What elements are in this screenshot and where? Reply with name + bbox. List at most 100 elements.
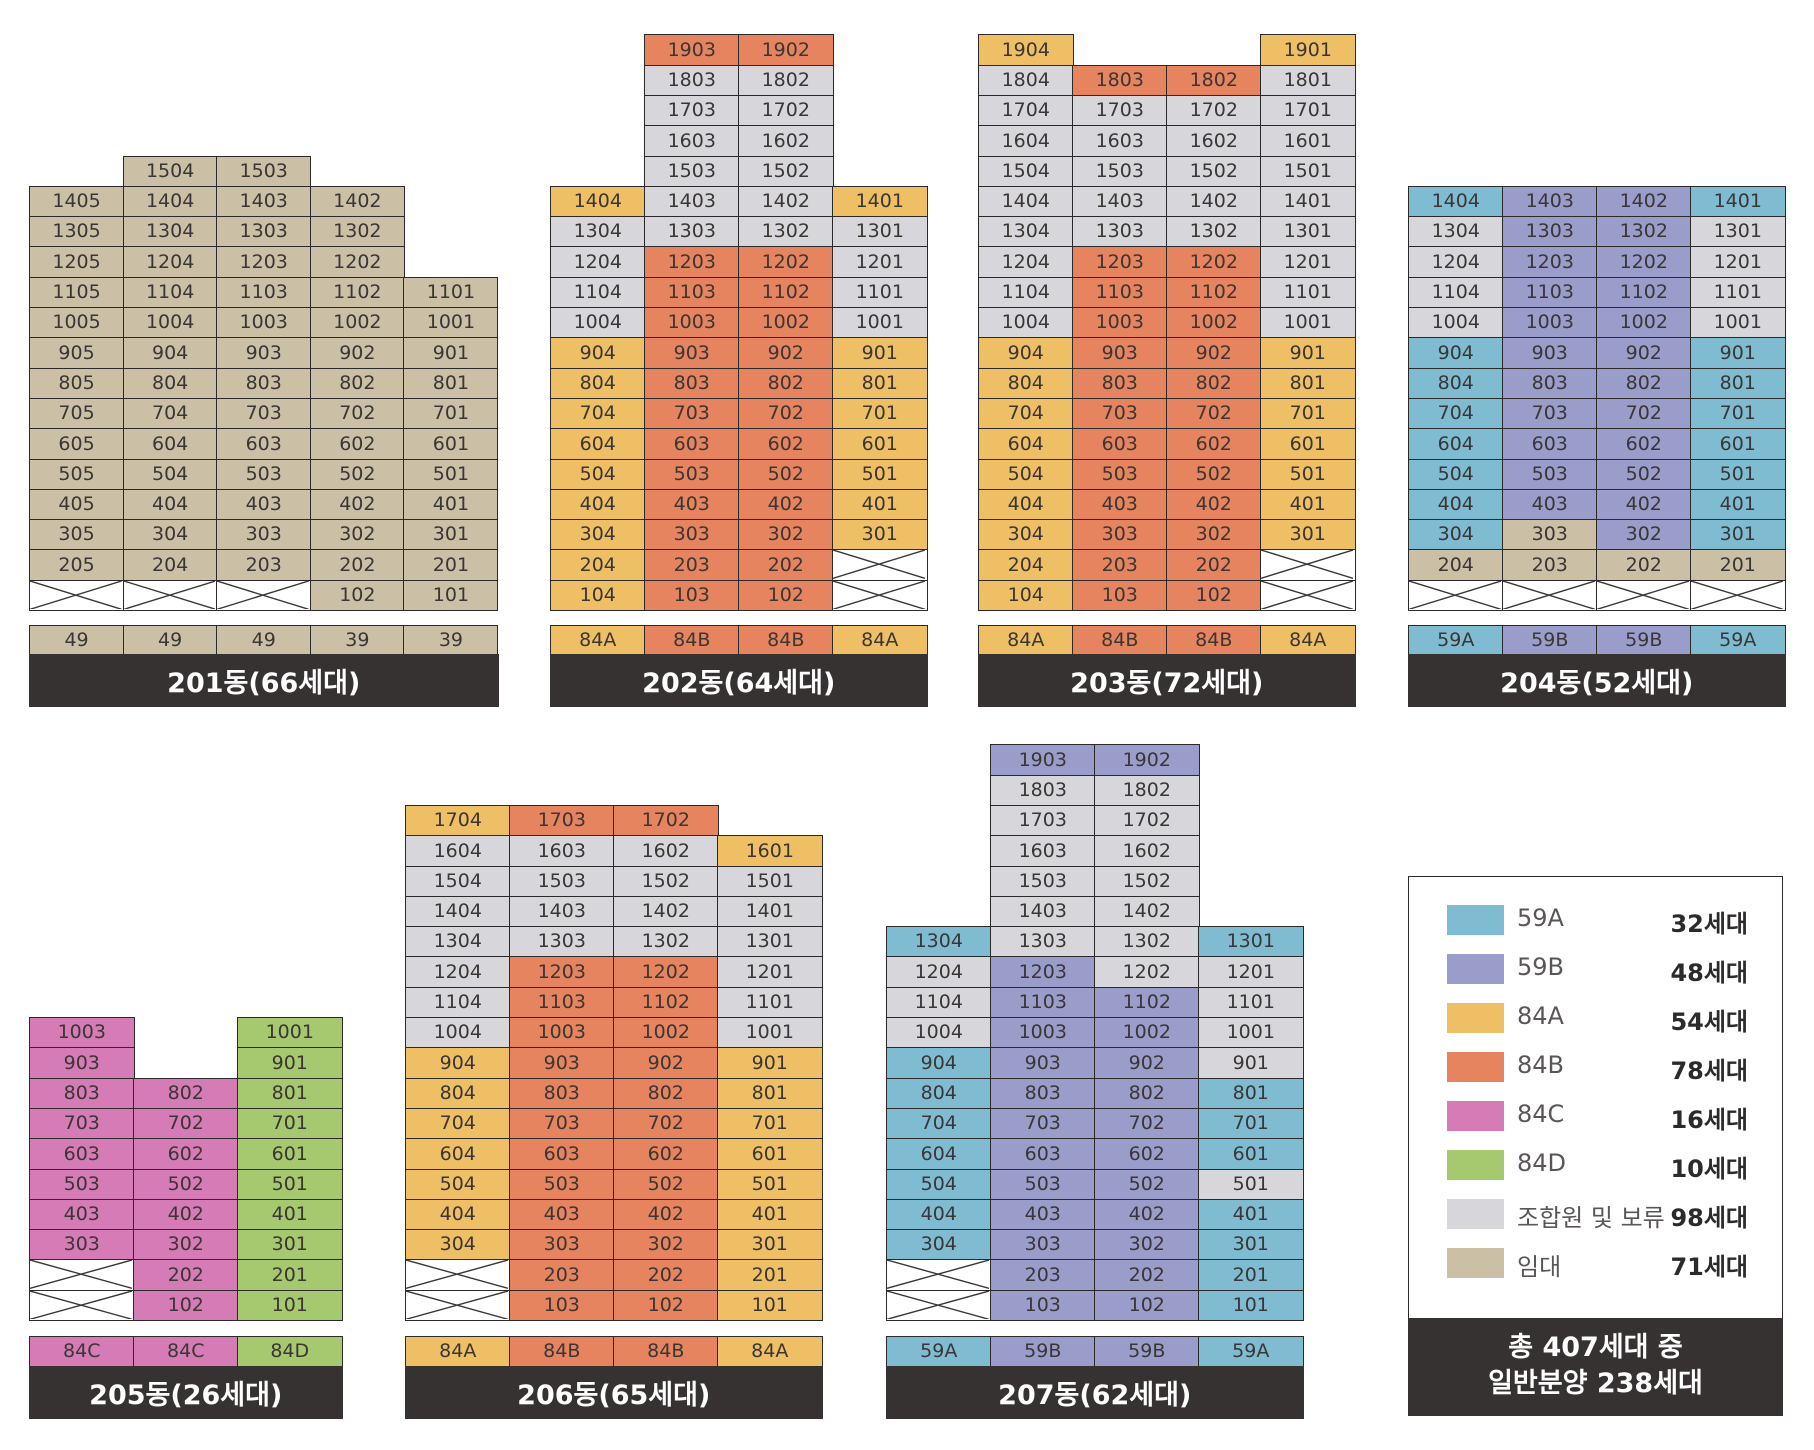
unit-cell: 1301 bbox=[717, 926, 823, 958]
unit-type-label: 84A bbox=[550, 625, 646, 656]
unit-cell: 1304 bbox=[886, 926, 992, 958]
unit-cell: 1502 bbox=[1166, 155, 1262, 188]
unit-cell: 203 bbox=[644, 549, 740, 582]
unit-type-label: 49 bbox=[29, 625, 125, 656]
unit-cell: 1102 bbox=[738, 276, 834, 309]
unit-cell: 1601 bbox=[717, 835, 823, 867]
unit-cell: 1105 bbox=[29, 276, 125, 309]
legend-label: 84B bbox=[1517, 1051, 1565, 1079]
unit-cell: 1701 bbox=[1260, 94, 1356, 127]
unit-cell: 903 bbox=[29, 1047, 135, 1080]
unit-cell: 503 bbox=[990, 1168, 1096, 1201]
unit-cell: 203 bbox=[990, 1259, 1096, 1292]
unit-cell: 1603 bbox=[509, 835, 615, 867]
unit-cell: 1201 bbox=[1260, 246, 1356, 279]
legend-label: 임대 bbox=[1517, 1253, 1562, 1281]
unit-cell: 902 bbox=[1094, 1047, 1200, 1080]
legend-item: 59A 32세대 bbox=[1409, 899, 1784, 939]
unit-cell: 704 bbox=[122, 397, 218, 430]
unit-cell: 1004 bbox=[550, 307, 646, 339]
unit-type-label: 59B bbox=[1596, 625, 1692, 656]
unit-cell: 502 bbox=[1094, 1168, 1200, 1201]
unit-cell: 201 bbox=[1690, 549, 1786, 582]
unit-cell: 904 bbox=[1408, 337, 1504, 370]
unit-cell: 1204 bbox=[978, 246, 1074, 279]
unit-cell: 202 bbox=[1094, 1259, 1200, 1292]
unit-cell: 803 bbox=[29, 1077, 135, 1110]
unit-cell: 501 bbox=[237, 1168, 343, 1201]
unit-cell: 903 bbox=[644, 337, 740, 370]
unit-type-label: 84A bbox=[405, 1336, 511, 1367]
unit-cell: 1403 bbox=[644, 185, 740, 218]
unit-cell: 1802 bbox=[1166, 64, 1262, 97]
unit-cell: 401 bbox=[832, 488, 928, 521]
legend-item: 임대 71세대 bbox=[1409, 1242, 1784, 1282]
empty-unit bbox=[29, 579, 125, 612]
legend-count: 98세대 bbox=[1670, 1204, 1748, 1232]
unit-cell: 104 bbox=[978, 579, 1074, 612]
unit-cell: 805 bbox=[29, 367, 125, 400]
building-name: 205동(26세대) bbox=[29, 1366, 343, 1419]
unit-cell: 101 bbox=[1198, 1289, 1304, 1322]
unit-cell: 603 bbox=[644, 428, 740, 460]
legend-count: 78세대 bbox=[1670, 1057, 1748, 1085]
unit-cell: 301 bbox=[717, 1229, 823, 1261]
unit-cell: 1002 bbox=[613, 1017, 719, 1049]
unit-cell: 1001 bbox=[717, 1017, 823, 1049]
unit-cell: 1304 bbox=[550, 216, 646, 248]
unit-cell: 703 bbox=[644, 397, 740, 430]
unit-cell: 402 bbox=[738, 488, 834, 521]
legend-item: 84A 54세대 bbox=[1409, 997, 1784, 1037]
unit-cell: 1001 bbox=[403, 307, 499, 339]
unit-cell: 1304 bbox=[978, 216, 1074, 248]
unit-cell: 1803 bbox=[644, 64, 740, 97]
empty-unit-cross-icon bbox=[887, 1260, 989, 1289]
unit-cell: 404 bbox=[886, 1198, 992, 1231]
unit-cell: 601 bbox=[717, 1138, 823, 1170]
unit-cell: 1202 bbox=[309, 246, 405, 279]
unit-type-label: 59B bbox=[1094, 1336, 1200, 1367]
unit-cell: 1402 bbox=[738, 185, 834, 218]
unit-cell: 703 bbox=[216, 397, 312, 430]
unit-cell: 1003 bbox=[990, 1017, 1096, 1049]
unit-cell: 704 bbox=[1408, 397, 1504, 430]
unit-cell: 801 bbox=[717, 1077, 823, 1110]
empty-unit bbox=[1260, 579, 1356, 612]
unit-cell: 801 bbox=[1690, 367, 1786, 400]
unit-cell: 901 bbox=[403, 337, 499, 370]
unit-cell: 405 bbox=[29, 488, 125, 521]
unit-cell: 1203 bbox=[1502, 246, 1598, 279]
unit-cell: 702 bbox=[133, 1107, 239, 1140]
unit-cell: 1704 bbox=[405, 804, 511, 837]
unit-cell: 1801 bbox=[1260, 64, 1356, 97]
unit-cell: 1002 bbox=[1166, 307, 1262, 339]
unit-cell: 1301 bbox=[832, 216, 928, 248]
unit-cell: 1303 bbox=[990, 926, 1096, 958]
unit-cell: 1603 bbox=[1072, 125, 1168, 157]
unit-cell: 1004 bbox=[405, 1017, 511, 1049]
unit-cell: 303 bbox=[29, 1229, 135, 1261]
unit-cell: 1305 bbox=[29, 216, 125, 248]
unit-cell: 1302 bbox=[1166, 216, 1262, 248]
unit-cell: 804 bbox=[886, 1077, 992, 1110]
unit-cell: 601 bbox=[1690, 428, 1786, 460]
unit-cell: 204 bbox=[122, 549, 218, 582]
unit-type-label: 39 bbox=[309, 625, 405, 656]
unit-cell: 401 bbox=[403, 488, 499, 521]
unit-cell: 302 bbox=[133, 1229, 239, 1261]
unit-cell: 804 bbox=[550, 367, 646, 400]
legend-item: 59B 48세대 bbox=[1409, 948, 1784, 988]
unit-cell: 1304 bbox=[1408, 216, 1504, 248]
unit-cell: 1402 bbox=[1094, 895, 1200, 928]
unit-cell: 403 bbox=[29, 1198, 135, 1231]
unit-cell: 1404 bbox=[122, 185, 218, 218]
unit-cell: 802 bbox=[309, 367, 405, 400]
unit-cell: 502 bbox=[1596, 458, 1692, 491]
unit-cell: 102 bbox=[1094, 1289, 1200, 1322]
unit-cell: 1004 bbox=[1408, 307, 1504, 339]
unit-cell: 1005 bbox=[29, 307, 125, 339]
legend-box: 59A 32세대 59B 48세대 84A 54세대 84B 78세대 84C 16세대 84D 10… bbox=[1408, 876, 1783, 1320]
legend-total: 총 407세대 중 일반분양 238세대 bbox=[1408, 1318, 1783, 1416]
unit-cell: 1202 bbox=[1166, 246, 1262, 279]
